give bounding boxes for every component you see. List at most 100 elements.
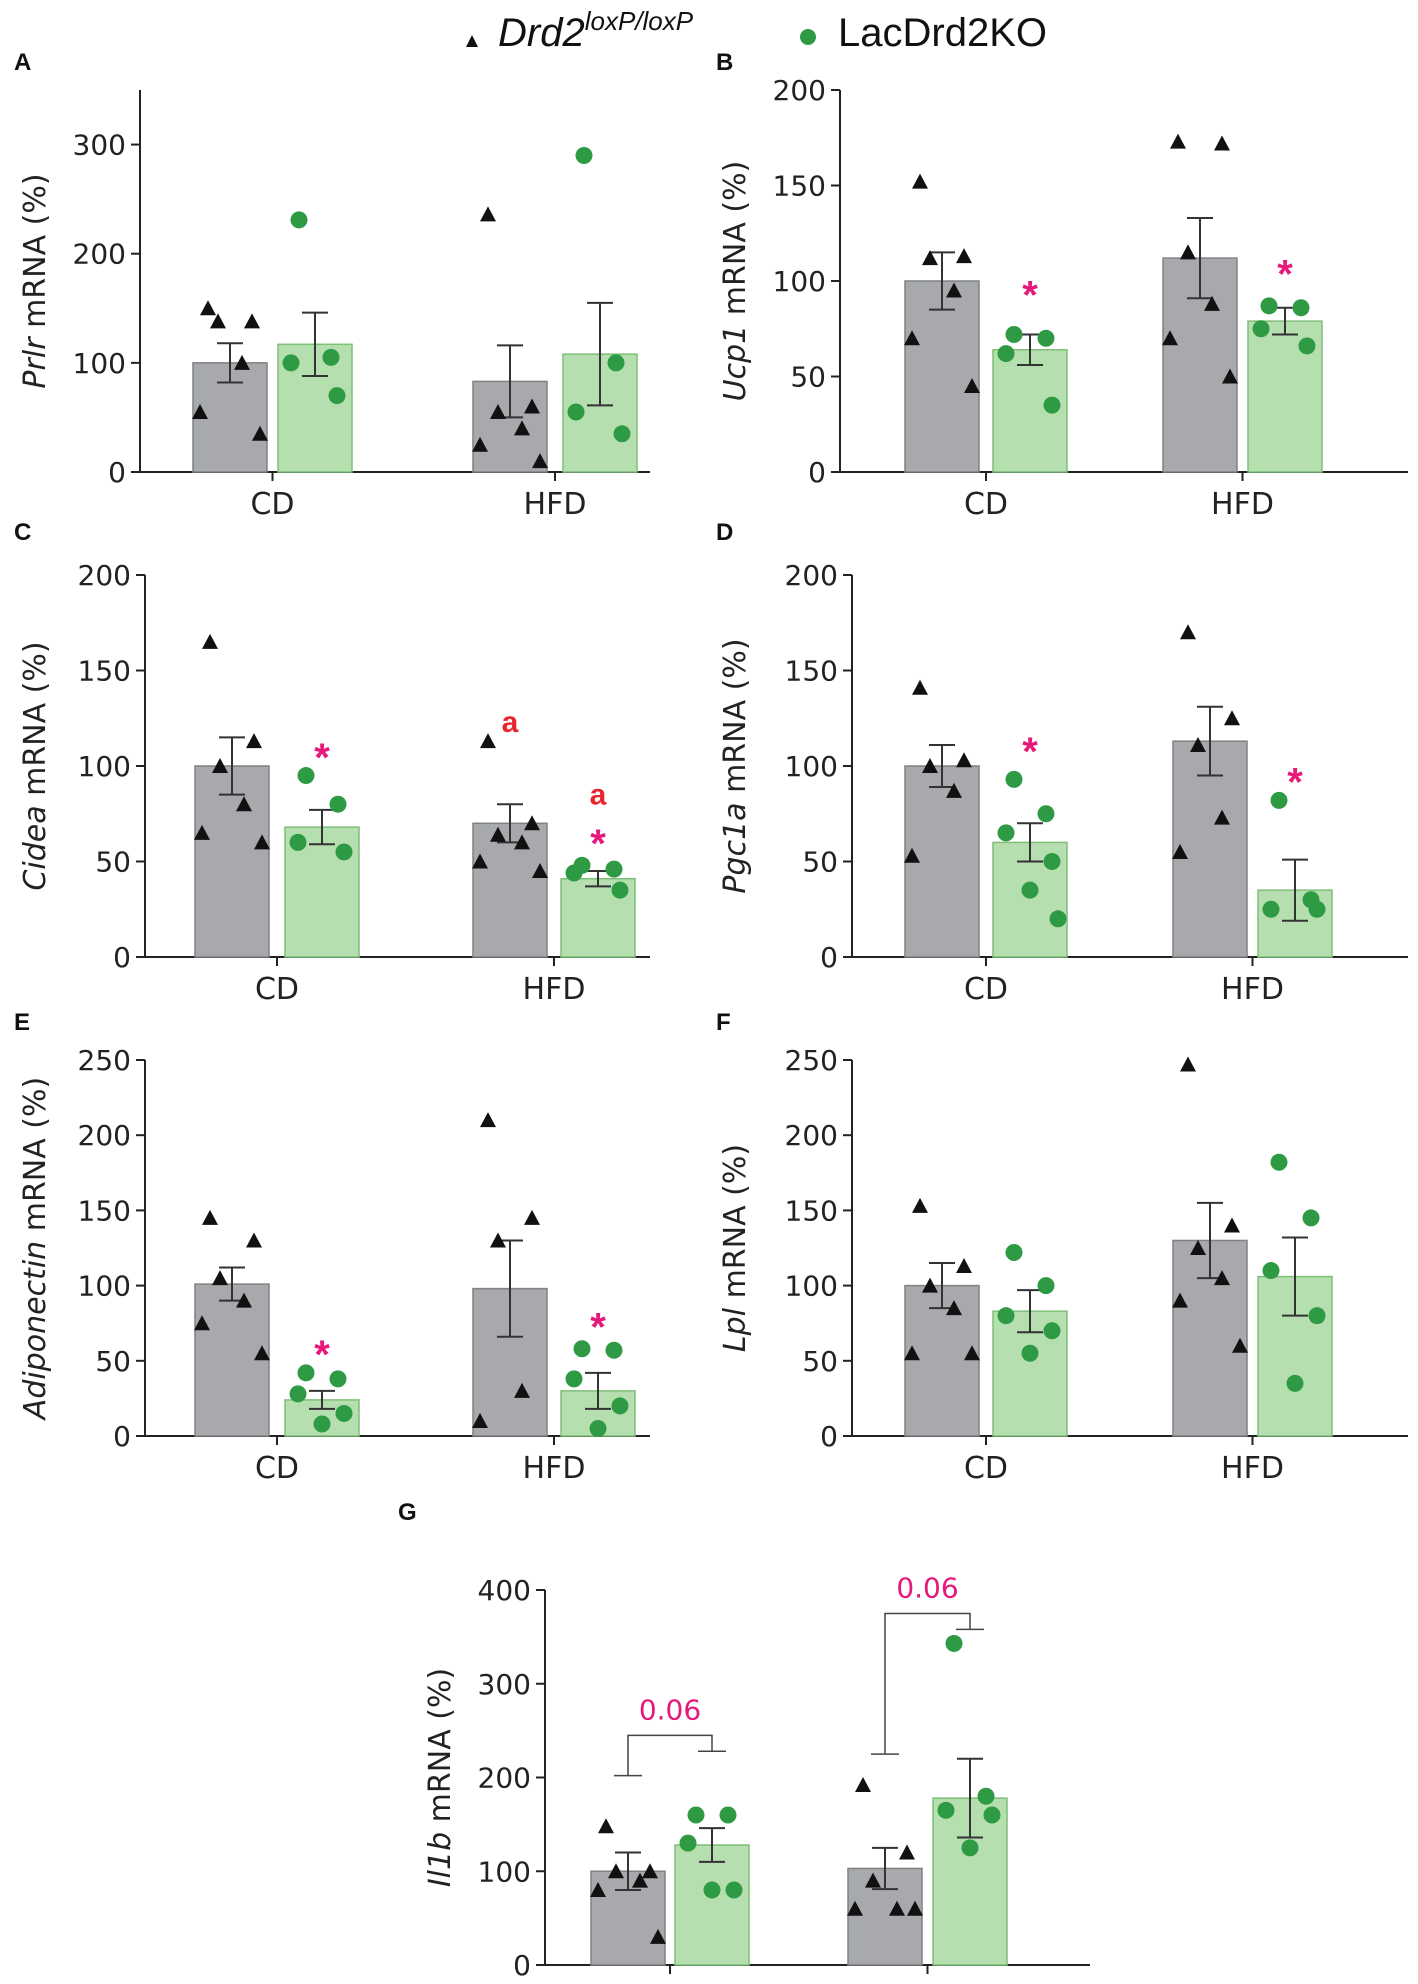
y-axis-label: Adiponectin mRNA (%) <box>18 1077 53 1421</box>
significance-star: * <box>590 1306 606 1350</box>
significance-star: * <box>1277 253 1293 297</box>
data-point-circle <box>688 1807 705 1824</box>
data-point-triangle <box>480 1112 496 1127</box>
data-point-triangle <box>202 1210 218 1225</box>
data-point-circle <box>984 1807 1001 1824</box>
y-tick-label: 150 <box>785 1194 838 1227</box>
y-axis-label-gene: Cidea <box>18 796 53 891</box>
panel-letter: B <box>716 49 733 76</box>
data-point-circle <box>1261 297 1278 314</box>
data-point-circle <box>1309 1307 1326 1324</box>
panel-letter: A <box>14 49 31 76</box>
legend: Drd2loxP/loxP LacDrd2KO <box>466 6 1047 55</box>
data-point-triangle <box>956 248 972 263</box>
data-point-triangle <box>1180 244 1196 259</box>
panel-a: A Prlr mRNA (%) 0 100 200 300 CD HFD <box>14 49 650 522</box>
legend-triangle-marker <box>466 35 478 47</box>
y-axis-label-suffix: mRNA (%) <box>18 1077 53 1231</box>
data-point-circle <box>608 354 625 371</box>
y-tick-label: 250 <box>78 1044 131 1077</box>
panel-b: B Ucp1 mRNA (%) 0 50 100 150 200 CD HFD * * <box>716 49 1408 522</box>
bar-lacdrd2ko <box>675 1845 749 1965</box>
panel-d: DPgc1a mRNA (%)050100150200CD HFD** <box>716 519 1408 1007</box>
y-tick-label: 200 <box>773 74 826 107</box>
x-tick-label: HFD <box>1221 1451 1284 1486</box>
y-tick-label: 200 <box>785 1119 838 1152</box>
data-point-circle <box>1287 1375 1304 1392</box>
data-point-triangle <box>200 300 216 315</box>
y-axis-label-gene: Ucp1 <box>718 315 753 401</box>
data-point-triangle <box>1214 135 1230 150</box>
y-axis-label-suffix: mRNA (%) <box>718 1144 753 1298</box>
data-point-triangle <box>246 1232 262 1247</box>
x-tick-label: CD <box>964 1451 1008 1486</box>
y-tick-label: 0 <box>808 456 826 489</box>
x-tick-label: HFD <box>524 487 587 522</box>
y-tick-label: 50 <box>95 846 131 879</box>
data-point-circle <box>590 1420 607 1437</box>
x-tick-label: HFD <box>523 972 586 1007</box>
y-tick-label: 50 <box>95 1345 131 1378</box>
significance-star: * <box>314 736 330 780</box>
data-point-circle <box>726 1882 743 1899</box>
y-tick-label: 200 <box>78 559 131 592</box>
comparison-bracket <box>885 1613 970 1754</box>
data-point-triangle <box>202 634 218 649</box>
data-point-circle <box>612 1397 629 1414</box>
y-tick-label: 50 <box>802 1345 838 1378</box>
data-point-circle <box>323 349 340 366</box>
y-tick-label: 300 <box>73 129 126 162</box>
data-point-triangle <box>912 1198 928 1213</box>
data-point-circle <box>998 345 1015 362</box>
significance-star: * <box>1022 730 1038 774</box>
data-point-circle <box>290 834 307 851</box>
data-point-circle <box>998 824 1015 841</box>
data-point-triangle <box>855 1777 871 1792</box>
data-point-circle <box>978 1788 995 1805</box>
panel-letter: D <box>716 519 733 546</box>
x-tick-label: CD <box>648 1980 692 1984</box>
significance-star: * <box>1287 761 1303 805</box>
y-axis-label: Prlr mRNA (%) <box>18 173 53 388</box>
y-axis-label: Cidea mRNA (%) <box>18 641 53 890</box>
data-point-circle <box>1006 326 1023 343</box>
panel-letter: C <box>14 519 31 546</box>
y-tick-label: 0 <box>113 1420 131 1453</box>
data-point-triangle <box>524 1210 540 1225</box>
y-axis-label-gene: Prlr <box>18 328 53 389</box>
data-point-triangle <box>246 733 262 748</box>
y-axis-label: Il1b mRNA (%) <box>423 1668 458 1887</box>
data-point-triangle <box>956 1258 972 1273</box>
y-tick-label: 150 <box>785 655 838 688</box>
figure: Drd2loxP/loxP LacDrd2KO A Prlr mRNA (%) 0 1… <box>0 0 1418 1984</box>
y-tick-label: 100 <box>78 750 131 783</box>
panel-letter: G <box>398 1499 417 1526</box>
y-axis-label-suffix: mRNA (%) <box>718 638 753 792</box>
x-tick-label: HFD <box>523 1451 586 1486</box>
y-tick-label: 150 <box>773 170 826 203</box>
data-point-circle <box>1022 1345 1039 1362</box>
y-tick-label: 100 <box>73 347 126 380</box>
data-point-circle <box>704 1882 721 1899</box>
y-tick-label: 200 <box>78 1119 131 1152</box>
data-point-triangle <box>598 1818 614 1833</box>
data-point-triangle <box>1170 134 1186 149</box>
p-value-label: 0.06 <box>639 1693 701 1726</box>
legend-wt-label: Drd2loxP/loxP <box>498 6 694 55</box>
significance-letter: a <box>502 706 519 739</box>
x-tick-label: CD <box>964 487 1008 522</box>
data-point-circle <box>606 861 623 878</box>
data-point-circle <box>336 1405 353 1422</box>
data-point-circle <box>566 1370 583 1387</box>
y-axis-label: Ucp1 mRNA (%) <box>718 161 753 402</box>
data-point-circle <box>1293 299 1310 316</box>
data-point-circle <box>938 1802 955 1819</box>
y-axis-label: Lpl mRNA (%) <box>718 1144 753 1352</box>
panel-e: E Adiponectin mRNA (%) 0 50 100 150 200 250 CD HF… <box>14 1009 650 1486</box>
y-tick-label: 100 <box>785 1270 838 1303</box>
panel-c: C Cidea mRNA (%) 0 50 100 150 200 CD HFD * a a * <box>14 519 650 1007</box>
y-axis-label-gene: Adiponectin <box>18 1231 53 1421</box>
panel-f: FLpl mRNA (%)050100150200250CD HFD <box>716 1009 1408 1486</box>
y-tick-label: 100 <box>785 750 838 783</box>
y-tick-label: 400 <box>478 1574 531 1607</box>
